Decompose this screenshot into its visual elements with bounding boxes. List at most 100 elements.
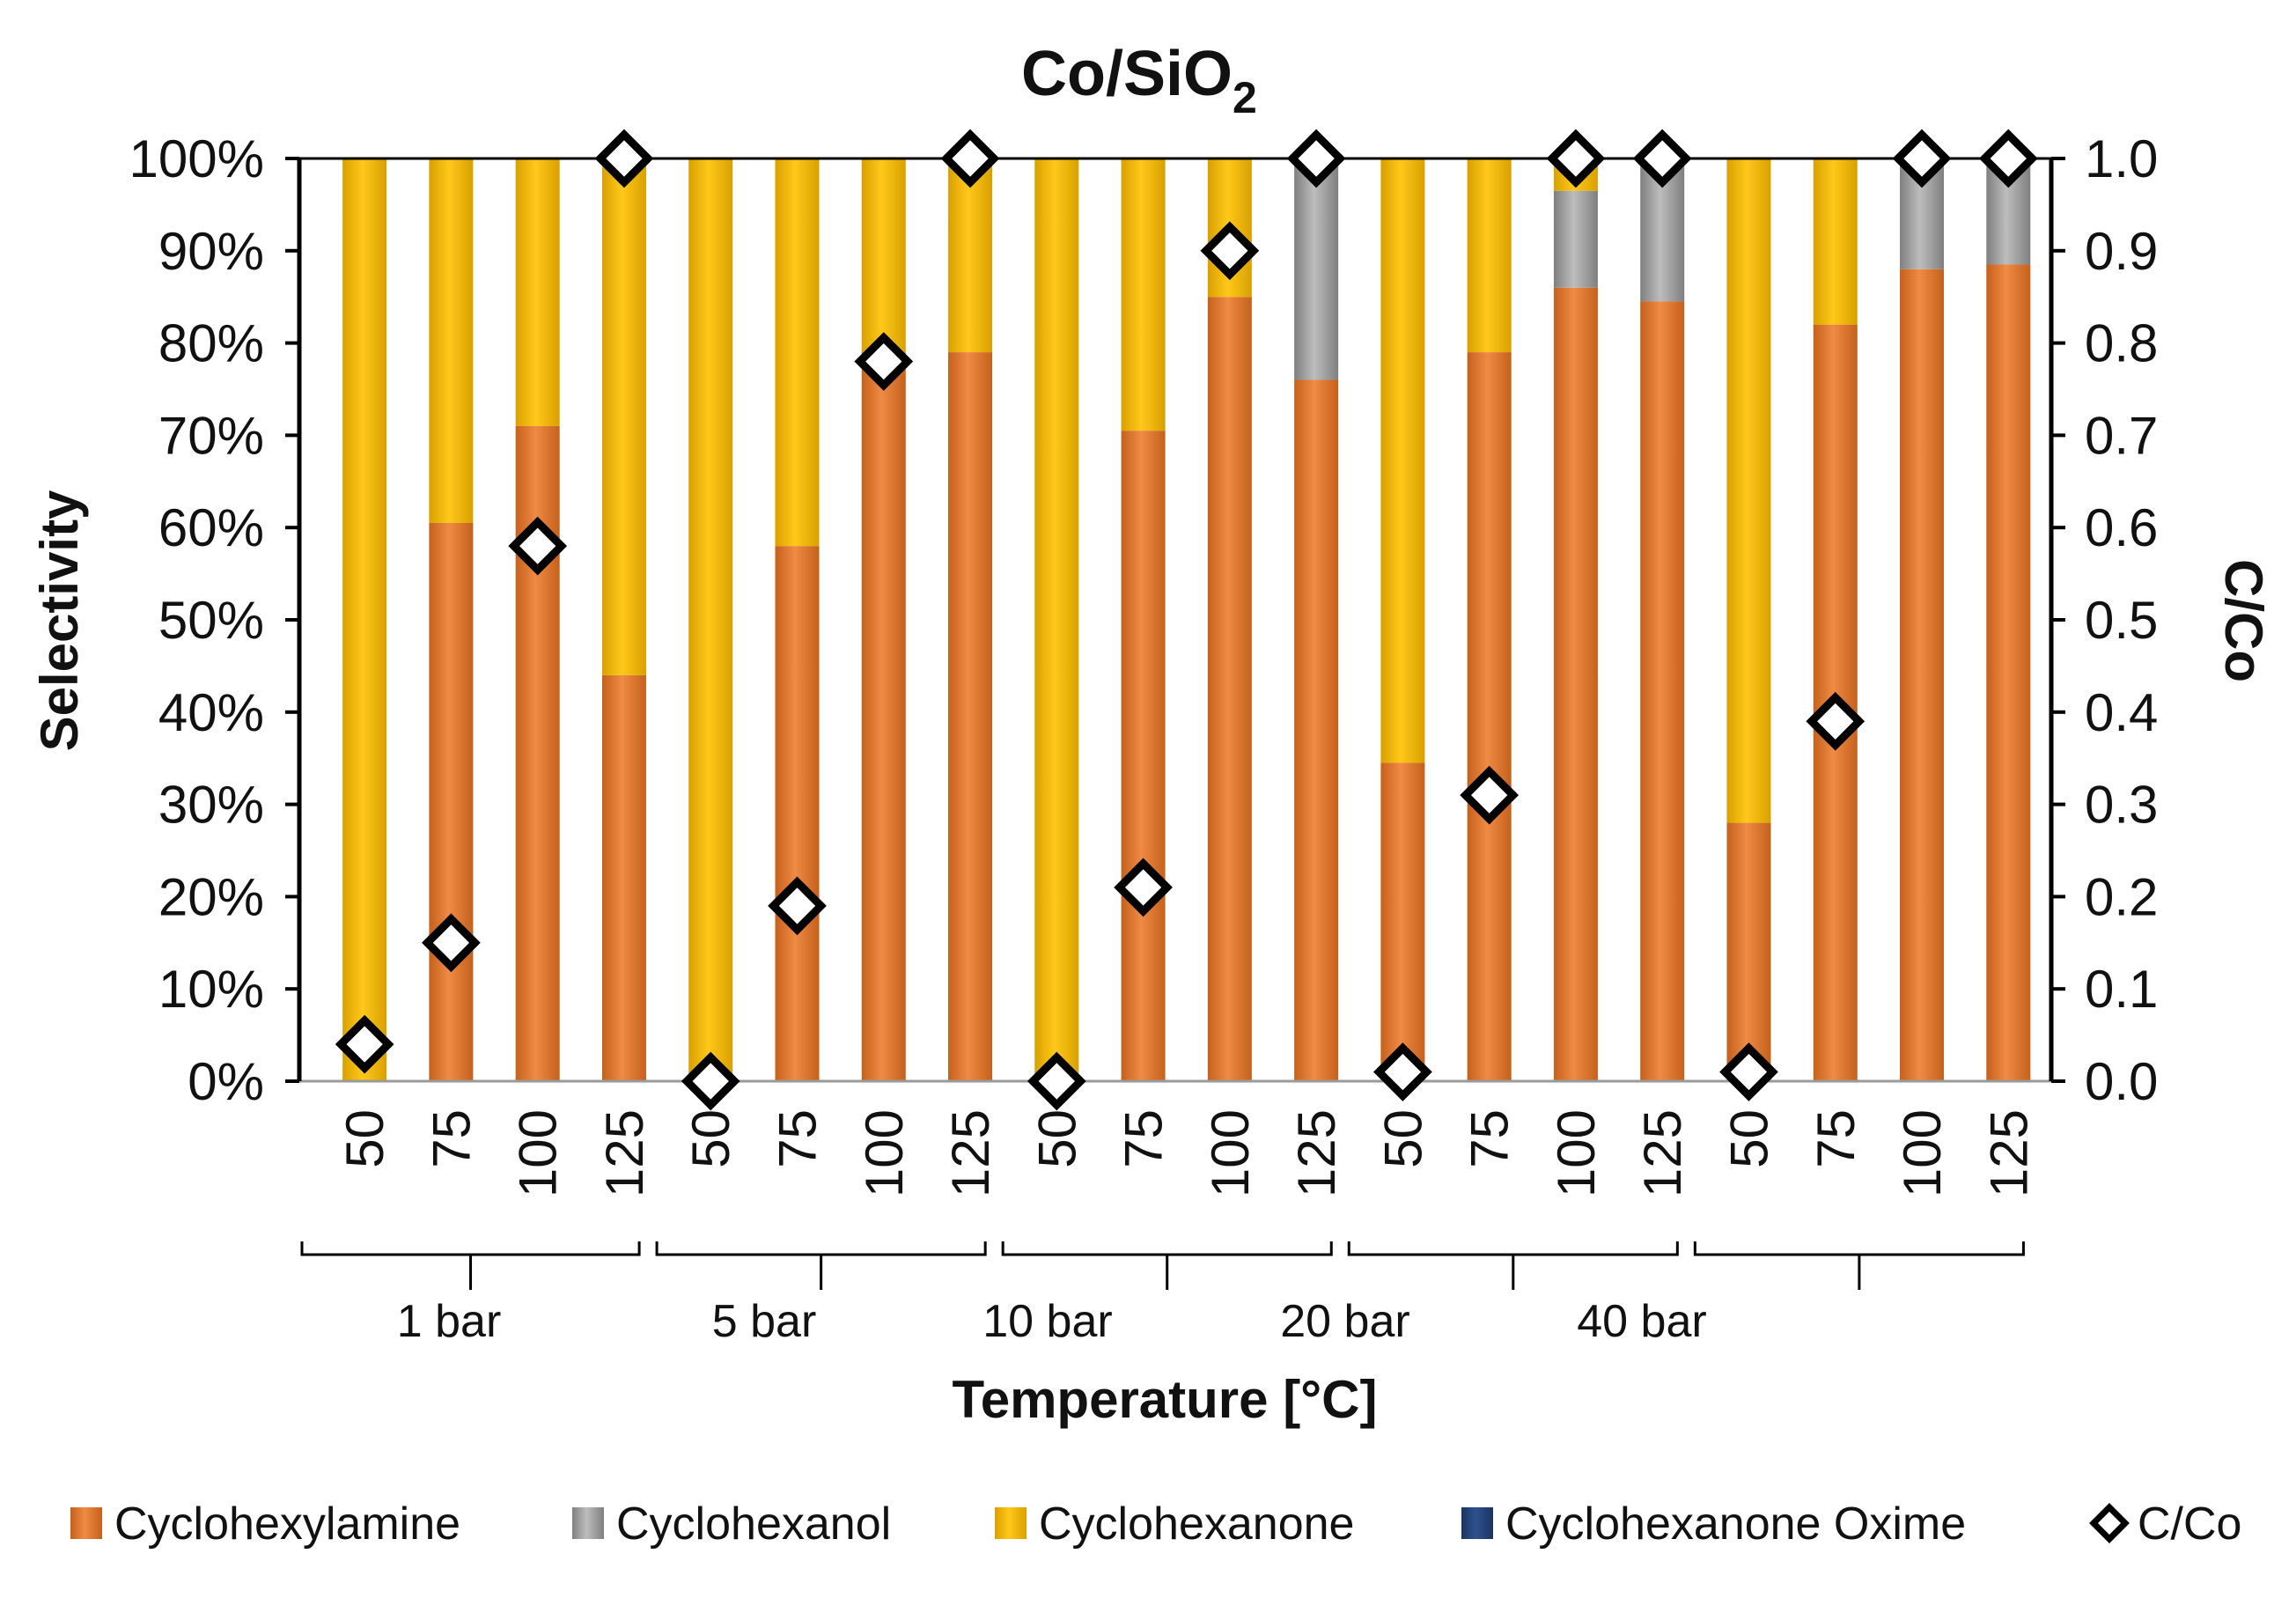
group-label: 20 bar xyxy=(1280,1296,1409,1347)
y2-tick-label: 0.8 xyxy=(2085,314,2158,373)
group-brace xyxy=(300,1241,641,1290)
bar-segment-cyclohexanone xyxy=(1813,158,1858,325)
y2-tick-label: 1.0 xyxy=(2085,129,2158,188)
bar-segment-cyclohexylamine xyxy=(1121,431,1166,1081)
x-category-label: 100 xyxy=(1201,1109,1260,1197)
legend-label: C/Co xyxy=(2138,1499,2241,1550)
bar-segment-cyclohexanone xyxy=(948,158,993,353)
x-category-label: 50 xyxy=(1373,1109,1432,1168)
bars xyxy=(342,158,2031,1082)
c-co-marker xyxy=(1114,858,1173,917)
c-co-marker xyxy=(854,332,914,391)
bar-segment-cyclohexanone xyxy=(601,158,646,675)
c-co-marker xyxy=(594,129,654,188)
bar-segment-cyclohexylamine xyxy=(1294,379,1339,1081)
bar-segment-cyclohexylamine xyxy=(601,674,646,1081)
y-axis-ticks: 0% 10% 20% 30% 40% 50% 60% 70% 80% 90% 100% xyxy=(129,129,299,1111)
bar-segment-cyclohexanol xyxy=(1553,190,1598,288)
x-category-label: 50 xyxy=(1719,1109,1778,1168)
c-co-marker xyxy=(681,1051,740,1111)
bar-segment-cyclohexanone xyxy=(775,158,820,547)
bar-segment-cyclohexanone xyxy=(1380,158,1425,763)
c-co-marker xyxy=(1546,129,1606,188)
y2-axis-ticks: 0.0 0.1 0.2 0.3 0.4 0.5 0.6 0.7 0.8 0.9 1.0 xyxy=(2051,129,2158,1111)
group-brace xyxy=(1347,1241,1679,1290)
y2-tick-label: 0.9 xyxy=(2085,222,2158,281)
bar-segment-cyclohexylamine xyxy=(775,546,820,1081)
x-category-labels: 50 75 100 125 50 75 100 125 50 75 100 125 50 75 100 125… xyxy=(335,1109,2038,1197)
x-category-label: 100 xyxy=(509,1109,568,1197)
bar-segment-cyclohexylamine xyxy=(948,352,993,1082)
y-axis-label: Selectivity xyxy=(30,490,89,751)
bar-segment-cyclohexanone xyxy=(1467,158,1512,353)
legend-swatch-c-co xyxy=(2089,1503,2130,1543)
bar-segment-cyclohexanone xyxy=(1121,158,1166,431)
y2-tick-label: 0.4 xyxy=(2085,683,2158,742)
y2-tick-label: 0.1 xyxy=(2085,960,2158,1019)
bar-segment-cyclohexanone xyxy=(1034,158,1079,1081)
bar-segment-cyclohexanol xyxy=(1294,158,1339,380)
y2-tick-label: 0.7 xyxy=(2085,406,2158,465)
x-category-label: 75 xyxy=(1115,1109,1174,1168)
axes xyxy=(297,157,2054,1083)
x-category-label: 75 xyxy=(1461,1109,1520,1168)
c-co-marker xyxy=(940,129,1000,188)
group-label: 40 bar xyxy=(1577,1296,1706,1347)
c-co-marker xyxy=(1200,221,1260,281)
legend-swatch-cyclohexylamine xyxy=(70,1507,102,1539)
y2-tick-label: 0.5 xyxy=(2085,591,2158,650)
y-tick-label: 40% xyxy=(158,683,264,742)
bar-segment-cyclohexylamine xyxy=(429,522,474,1081)
c-co-marker xyxy=(422,913,481,973)
x-category-label: 125 xyxy=(1287,1109,1346,1197)
legend-swatch-cyclohexanol xyxy=(572,1507,604,1539)
bar-segment-cyclohexylamine xyxy=(1726,822,1771,1081)
c-co-marker xyxy=(1460,765,1520,825)
y-tick-label: 30% xyxy=(158,776,264,835)
x-category-label: 125 xyxy=(595,1109,654,1197)
bar-segment-cyclohexanone xyxy=(515,158,560,426)
c-co-marker xyxy=(1632,129,1692,188)
legend-label: Cyclohexylamine xyxy=(114,1499,460,1550)
c-co-marker xyxy=(508,516,568,576)
legend-label: Cyclohexanol xyxy=(616,1499,891,1550)
x-category-label: 125 xyxy=(1633,1109,1692,1197)
x-category-label: 50 xyxy=(1027,1109,1086,1168)
bar-segment-cyclohexanone xyxy=(429,158,474,523)
y2-tick-label: 0.6 xyxy=(2085,498,2158,557)
bar-segment-cyclohexylamine xyxy=(1553,287,1598,1082)
x-category-label: 100 xyxy=(855,1109,914,1197)
chart-title: Co/SiO2 xyxy=(1021,39,1257,122)
y-tick-label: 50% xyxy=(158,591,264,650)
group-brace xyxy=(655,1241,987,1290)
bar-segment-cyclohexylamine xyxy=(861,352,906,1082)
group-label: 1 bar xyxy=(397,1296,502,1347)
y-tick-label: 20% xyxy=(158,867,264,926)
group-braces xyxy=(300,1241,2025,1290)
c-co-marker xyxy=(1286,129,1346,188)
x-category-label: 75 xyxy=(768,1109,827,1168)
bar-segment-cyclohexanone xyxy=(861,158,906,353)
y-tick-label: 10% xyxy=(158,960,264,1019)
y-tick-label: 90% xyxy=(158,222,264,281)
bar-segment-cyclohexylamine xyxy=(1900,269,1945,1081)
y2-tick-label: 0.0 xyxy=(2085,1052,2158,1111)
c-co-marker xyxy=(1892,129,1952,188)
y-tick-label: 0% xyxy=(188,1052,264,1111)
c-co-markers xyxy=(335,129,2038,1111)
x-category-label: 100 xyxy=(1547,1109,1606,1197)
x-axis-label: Temperature [°C] xyxy=(953,1370,1378,1429)
bar-segment-cyclohexanone xyxy=(688,158,733,1081)
group-brace xyxy=(1001,1241,1333,1290)
y-tick-label: 70% xyxy=(158,406,264,465)
c-co-marker xyxy=(335,1014,394,1074)
legend-label: Cyclohexanone xyxy=(1039,1499,1354,1550)
x-category-label: 50 xyxy=(335,1109,394,1168)
c-co-marker xyxy=(1027,1051,1086,1111)
bar-segment-cyclohexylamine xyxy=(1467,352,1512,1082)
x-category-label: 50 xyxy=(681,1109,740,1168)
group-label: 10 bar xyxy=(982,1296,1112,1347)
y-tick-label: 60% xyxy=(158,498,264,557)
legend: Cyclohexylamine Cyclohexanol Cyclohexanone… xyxy=(70,1499,2241,1550)
